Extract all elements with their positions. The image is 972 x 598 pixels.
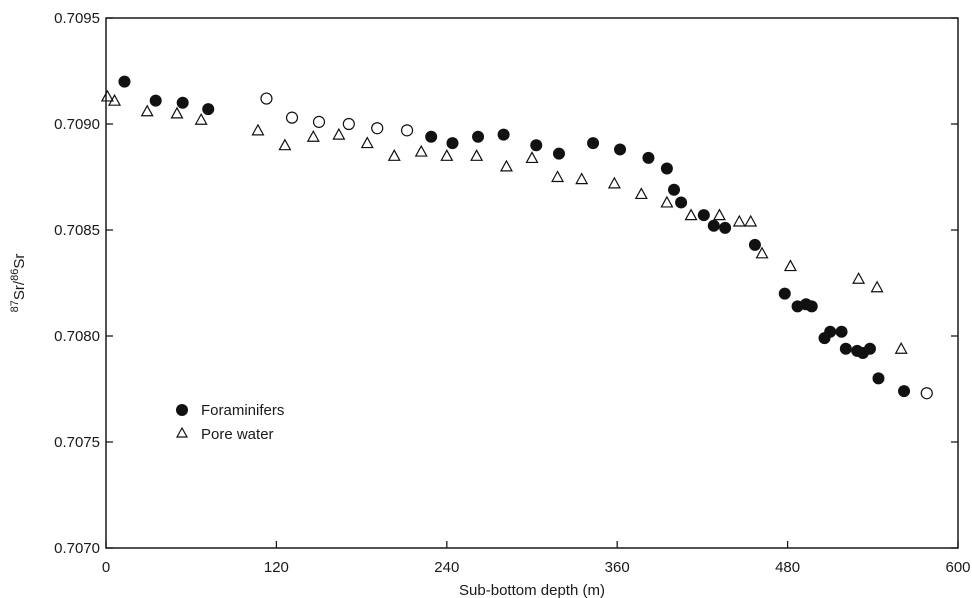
pore-water-point	[360, 136, 374, 149]
open-circle-point	[312, 115, 326, 128]
open-circle-point	[342, 117, 355, 131]
foraminifers-point	[149, 94, 162, 107]
y-tick-label: 0.7075	[54, 434, 100, 451]
x-axis-title: Sub-bottom depth (m)	[459, 582, 605, 598]
open-circle-point	[285, 111, 299, 124]
pore-water-point	[634, 187, 648, 200]
pore-water-point	[387, 149, 401, 161]
x-tick-label: 600	[945, 559, 970, 576]
pore-water-point	[278, 138, 292, 151]
foraminifers-point	[748, 238, 761, 251]
foraminifers-point	[497, 128, 510, 141]
pore-water-point	[894, 341, 908, 354]
x-axis-ticks: 0 120 240 360 480 600	[102, 541, 971, 576]
open-circle-point	[260, 92, 273, 105]
foraminifers-point	[872, 372, 885, 385]
pore-water-point	[852, 272, 866, 284]
y-tick-label: 0.7090	[54, 116, 100, 133]
foraminifers-point	[587, 137, 600, 150]
foraminifers-point	[472, 130, 485, 143]
x-tick-label: 360	[605, 559, 630, 576]
pore-water-point	[684, 208, 698, 221]
y-axis-title: 87Sr/86Sr	[9, 254, 28, 313]
open-circle-point	[920, 387, 933, 400]
pore-water-point	[712, 208, 726, 221]
pore-water-point	[194, 113, 208, 125]
foraminifers-point	[824, 325, 837, 338]
pore-water-point	[783, 259, 797, 272]
y-tick-label: 0.7080	[54, 328, 100, 345]
pore-water-point	[170, 106, 184, 119]
foraminifers-point	[898, 385, 911, 398]
pore-water-point	[732, 214, 746, 227]
foraminifers-point	[446, 137, 459, 150]
foraminifers-point	[778, 287, 791, 300]
x-tick-label: 240	[434, 559, 459, 576]
plot-frame	[105, 17, 959, 549]
pore-water-point	[744, 214, 758, 227]
x-tick-label: 120	[264, 559, 289, 576]
y-axis-title-mass1: 87	[9, 300, 21, 312]
foraminifers-point	[660, 162, 673, 175]
pore-water-point	[470, 149, 484, 161]
y-axis-title-symbol2: Sr	[11, 254, 28, 269]
legend: Foraminifers Pore water	[175, 402, 284, 443]
foraminifers-point	[863, 342, 876, 355]
foraminifers-point	[530, 139, 543, 152]
y-axis-title-symbol1: Sr	[11, 285, 28, 300]
foraminifers-point	[707, 219, 720, 232]
foraminifers-point	[719, 221, 732, 234]
pore-water-point	[140, 104, 154, 117]
foraminifers-point	[425, 130, 438, 143]
y-axis-title-mass2: 86	[9, 269, 21, 281]
y-tick-label: 0.7070	[54, 540, 100, 557]
pore-water-point	[499, 159, 513, 172]
foraminifers-point	[552, 147, 565, 160]
open-circle-point	[400, 124, 414, 137]
y-axis-title-separator: /	[11, 280, 28, 285]
foraminifers-point	[697, 209, 710, 222]
foraminifers-point	[642, 151, 655, 164]
pore-water-point	[251, 123, 265, 136]
legend-pore-water-label: Pore water	[201, 426, 274, 443]
x-tick-label: 480	[775, 559, 800, 576]
y-tick-label: 0.7095	[54, 10, 100, 27]
y-axis-ticks: 0.7070 0.7075 0.7080 0.7085 0.7090 0.7095	[54, 10, 958, 557]
pore-water-point	[332, 127, 346, 140]
legend-pore-water-marker	[175, 426, 189, 438]
foraminifers-point	[675, 196, 688, 209]
foraminifers-point	[805, 300, 818, 313]
pore-water-point	[108, 93, 122, 106]
foraminifers-point	[839, 342, 852, 355]
pore-water-point	[525, 151, 539, 164]
pore-water-point	[755, 246, 769, 259]
pore-water-point	[575, 172, 589, 185]
x-tick-label: 0	[102, 559, 110, 576]
pore-water-point	[660, 195, 674, 208]
pore-water-point	[551, 170, 565, 183]
y-tick-label: 0.7085	[54, 222, 100, 239]
foraminifers-point	[202, 103, 215, 116]
foraminifers-point	[835, 325, 848, 338]
foraminifers-point	[118, 75, 131, 88]
data-points	[100, 75, 933, 400]
pore-water-point	[414, 144, 428, 157]
foraminifers-point	[668, 183, 680, 196]
open-circle-point	[371, 122, 384, 135]
foraminifers-point	[176, 96, 189, 109]
pore-water-point	[100, 89, 114, 102]
pore-water-point	[607, 176, 621, 189]
pore-water-point	[870, 280, 884, 293]
pore-water-point	[306, 129, 320, 142]
legend-foraminifers-marker	[176, 404, 188, 416]
pore-water-point	[440, 149, 454, 161]
foraminifers-point	[614, 143, 627, 156]
legend-foraminifers-label: Foraminifers	[201, 402, 284, 419]
